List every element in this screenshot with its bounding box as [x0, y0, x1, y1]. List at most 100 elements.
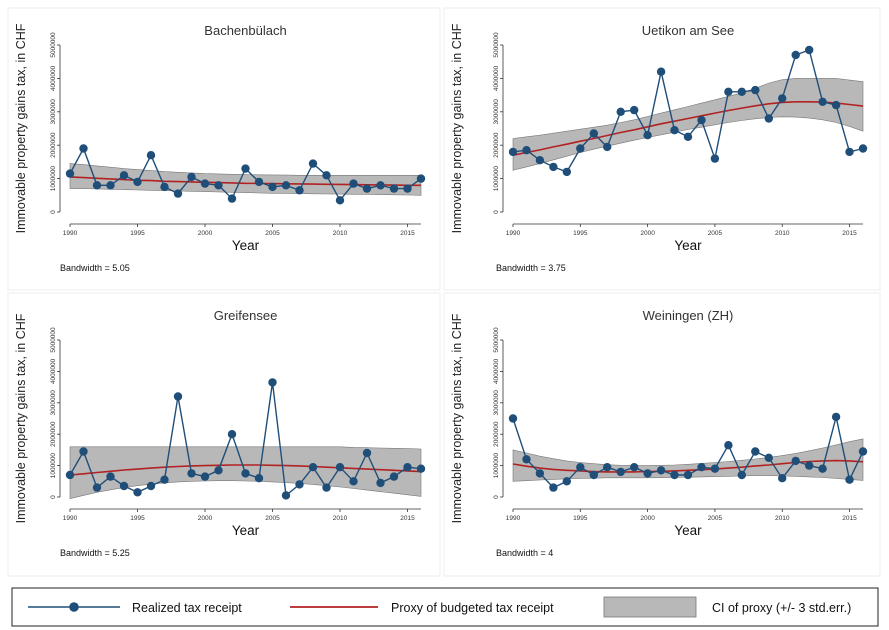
data-point — [603, 463, 612, 472]
data-point — [831, 412, 841, 422]
data-point — [349, 179, 358, 188]
x-tick-label: 2010 — [775, 515, 790, 522]
chart-panel-1: Uetikon am See Immovable property gains t… — [443, 7, 881, 291]
data-point — [295, 480, 304, 489]
data-point — [92, 483, 102, 492]
data-point — [187, 172, 196, 182]
proxy-line — [69, 464, 422, 476]
data-point — [119, 171, 129, 180]
y-tick-label: 0 — [50, 495, 57, 499]
x-tick-label: 2000 — [640, 515, 655, 522]
data-point — [522, 146, 531, 155]
legend-proxy-label: Proxy of budgeted tax receipt — [391, 601, 554, 615]
bandwidth-note: Bandwidth = 5.25 — [60, 548, 130, 558]
data-point — [403, 184, 412, 193]
x-axis-label: Year — [674, 238, 702, 253]
data-point — [508, 414, 518, 423]
data-point — [362, 448, 372, 458]
data-point — [173, 189, 183, 198]
y-axis-label: Immovable property gains tax, in CHF — [450, 23, 464, 233]
data-point — [778, 94, 787, 103]
data-point — [146, 151, 156, 160]
data-point — [200, 472, 210, 481]
data-point — [322, 171, 331, 180]
y-tick-label: 4000000 — [493, 65, 500, 91]
data-point — [562, 477, 571, 486]
data-point — [227, 194, 237, 203]
legend-realized-label: Realized tax receipt — [132, 601, 242, 615]
data-point — [254, 474, 264, 483]
data-point — [160, 475, 169, 484]
y-tick-label: 1000000 — [493, 453, 500, 479]
x-tick-label: 1990 — [506, 230, 521, 237]
data-point — [362, 184, 372, 193]
data-point — [349, 477, 358, 486]
proxy-line — [512, 459, 864, 473]
data-point — [683, 470, 693, 480]
panel-title: Uetikon am See — [642, 23, 735, 38]
y-tick-label: 5000000 — [493, 327, 500, 353]
data-point — [791, 50, 800, 60]
data-point — [535, 469, 545, 478]
chart-panel-0: Bachenbülach Immovable property gains tax… — [7, 7, 441, 291]
data-point — [616, 107, 625, 117]
data-point — [214, 181, 223, 190]
data-point — [335, 463, 345, 472]
data-point — [805, 45, 814, 55]
data-point — [227, 430, 237, 439]
data-point — [710, 464, 720, 473]
data-point — [106, 472, 115, 481]
bandwidth-note: Bandwidth = 3.75 — [496, 263, 566, 273]
y-axis-label: Immovable property gains tax, in CHF — [450, 313, 464, 523]
x-tick-label: 2000 — [198, 230, 213, 237]
data-point — [268, 182, 277, 192]
panel-title: Greifensee — [214, 308, 278, 323]
bandwidth-note: Bandwidth = 5.05 — [60, 263, 130, 273]
chart-panel-2: Greifensee Immovable property gains tax, … — [7, 292, 441, 577]
panel-frame — [443, 292, 881, 577]
legend-realized-swatch-marker — [69, 602, 79, 612]
y-tick-label: 2000000 — [493, 132, 500, 158]
x-tick-label: 1995 — [573, 515, 588, 522]
x-tick-label: 1990 — [63, 230, 78, 237]
data-point — [65, 169, 75, 178]
data-point — [308, 159, 318, 168]
x-axis-label: Year — [232, 523, 260, 538]
data-point — [241, 469, 250, 478]
x-tick-label: 2000 — [640, 230, 655, 237]
data-point — [308, 463, 318, 472]
y-axis-label: Immovable property gains tax, in CHF — [14, 313, 28, 523]
data-point — [778, 474, 787, 483]
data-point — [697, 463, 706, 472]
data-point — [616, 467, 625, 477]
data-point — [683, 132, 693, 141]
data-point — [845, 147, 854, 157]
data-point — [603, 142, 612, 152]
data-point — [416, 174, 426, 183]
data-point — [710, 154, 720, 163]
y-tick-label: 5000000 — [50, 32, 57, 58]
data-point — [376, 181, 385, 190]
data-point — [670, 470, 679, 480]
x-tick-label: 2010 — [775, 230, 790, 237]
data-point — [335, 196, 345, 205]
x-tick-label: 2005 — [265, 230, 280, 237]
y-tick-label: 5000000 — [50, 327, 57, 353]
x-tick-label: 1995 — [130, 515, 145, 522]
data-point — [831, 100, 841, 110]
data-point — [187, 469, 196, 478]
data-point — [254, 177, 264, 187]
y-tick-label: 3000000 — [50, 390, 57, 416]
legend-ci-swatch — [603, 596, 697, 618]
data-point — [697, 115, 706, 125]
x-tick-label: 1990 — [63, 515, 78, 522]
data-point — [562, 167, 571, 177]
data-point — [818, 97, 827, 107]
data-point — [200, 179, 210, 188]
data-point — [630, 105, 639, 115]
data-point — [764, 114, 773, 123]
proxy-line — [69, 176, 421, 187]
data-point — [805, 461, 814, 470]
x-tick-label: 2010 — [333, 515, 348, 522]
